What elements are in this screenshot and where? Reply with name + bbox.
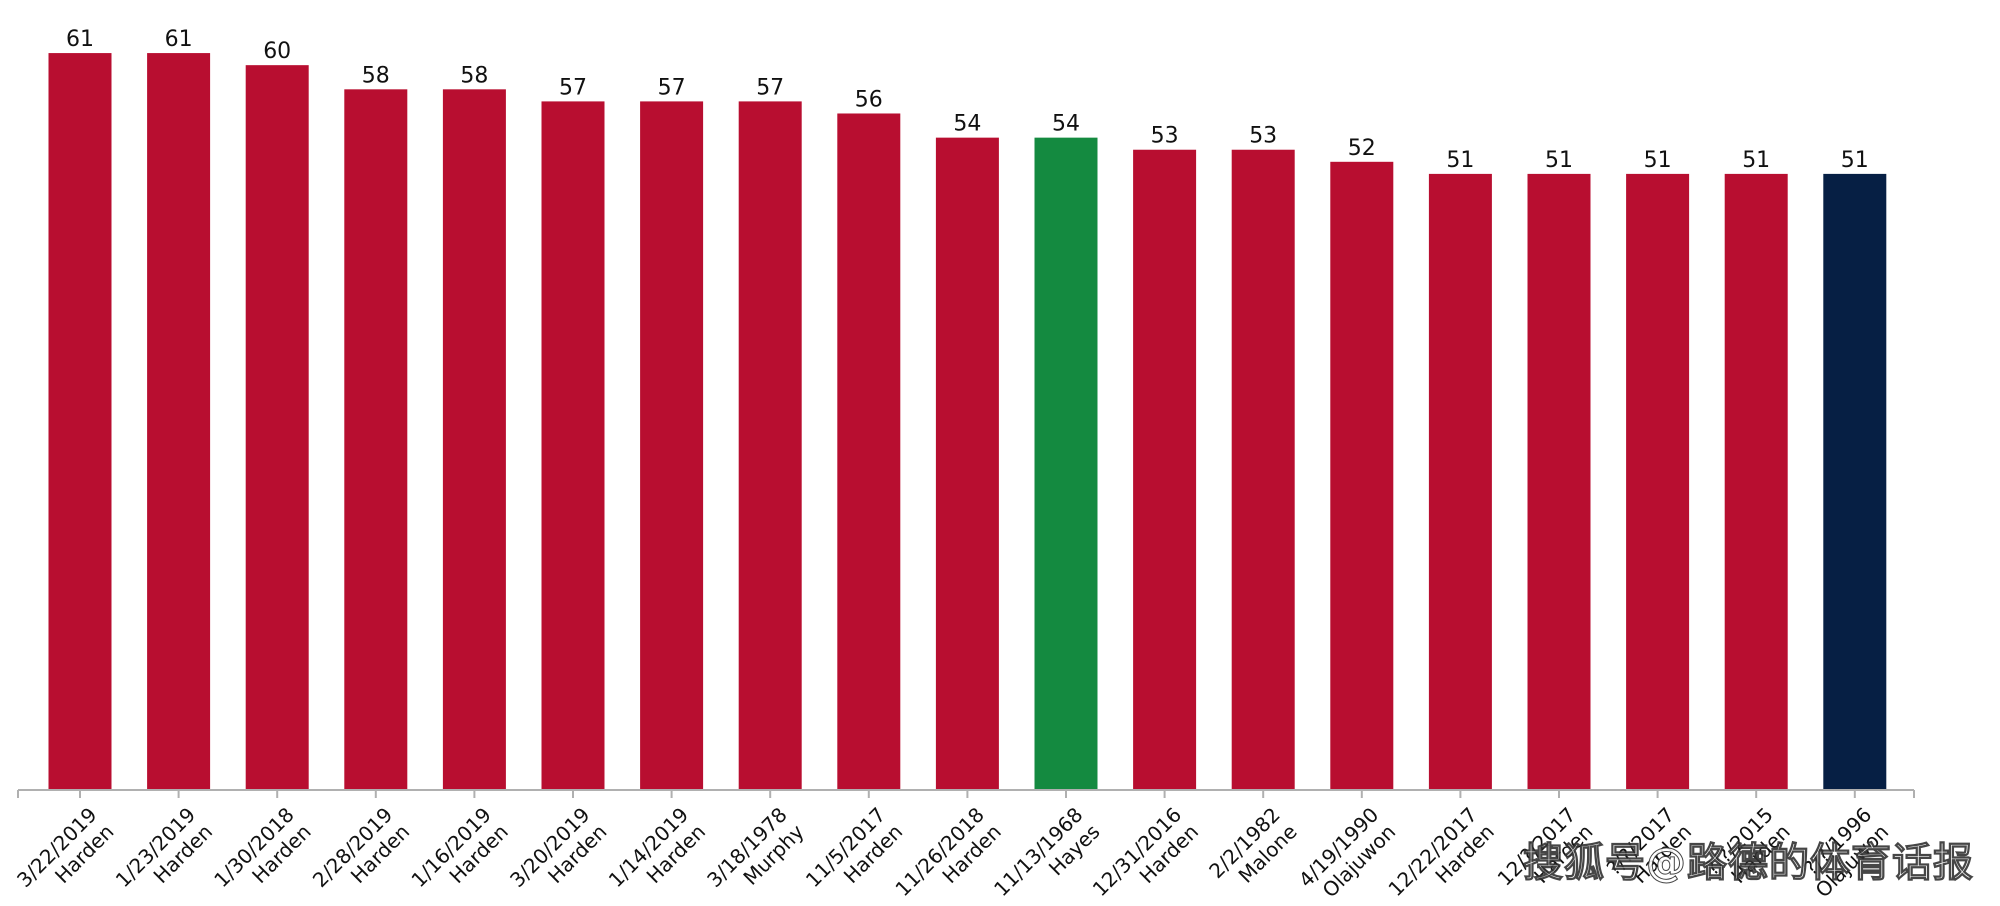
x-tick-label: 11/5/2017Harden [801, 803, 907, 906]
bar-value-label: 57 [756, 75, 784, 100]
bar-value-label: 53 [1249, 124, 1277, 149]
x-tick-label: 11/26/2018Harden [890, 803, 1005, 906]
bar-value-label: 56 [855, 87, 883, 112]
bar-value-label: 58 [362, 63, 390, 88]
bar [147, 53, 211, 791]
bar [1626, 173, 1690, 791]
bar-value-label: 51 [1841, 148, 1869, 173]
bar [48, 53, 112, 791]
bar [1133, 149, 1197, 790]
bar [1034, 137, 1098, 791]
bar-value-label: 53 [1151, 124, 1179, 149]
x-tick-label: 1/16/2019Harden [406, 803, 512, 906]
x-tick-label: 1/23/2019Harden [111, 803, 217, 906]
bar [541, 101, 605, 791]
bar-value-label: 58 [460, 63, 488, 88]
x-tick-label: 3/20/2019Harden [505, 803, 611, 906]
bar [640, 101, 704, 791]
x-tick-label: 4/19/1990Olajuwon [1294, 803, 1400, 906]
bar [442, 89, 506, 791]
bar [344, 89, 408, 791]
x-tick-label: 3/22/2019Harden [12, 803, 118, 906]
x-tick-label: 1/14/2019Harden [604, 803, 710, 906]
bar-value-label: 54 [1052, 112, 1080, 137]
bar-value-label: 61 [165, 27, 193, 52]
bar [837, 113, 901, 790]
bar-value-label: 51 [1545, 148, 1573, 173]
x-tick-label: 2/2/1982Malone [1204, 803, 1301, 900]
bar [1231, 149, 1295, 790]
bar [1527, 173, 1591, 791]
bar-value-label: 61 [66, 27, 94, 52]
bar-value-label: 51 [1644, 148, 1672, 173]
bar-value-label: 51 [1446, 148, 1474, 173]
bar [1823, 173, 1887, 791]
x-tick-label: 1/30/2018Harden [209, 803, 315, 906]
x-tick-label: 12/31/2016Harden [1088, 803, 1203, 906]
bar-value-label: 60 [263, 39, 291, 64]
bar [738, 101, 802, 791]
bar-value-label: 51 [1742, 148, 1770, 173]
value-labels-group: 61 61 60 58 58 57 57 57 56 54 54 53 53 52 51 51 51 51 51 [66, 27, 1869, 173]
bar-value-label: 57 [559, 75, 587, 100]
x-tick-label: 11/13/1968Hayes [989, 803, 1104, 906]
bar [1330, 161, 1394, 790]
bars-group [48, 53, 1887, 791]
bar-value-label: 54 [953, 112, 981, 137]
bar [245, 65, 309, 790]
bar [1428, 173, 1492, 791]
x-tick-label: 3/18/1978Murphy [702, 802, 809, 906]
bar [935, 137, 999, 791]
bar-value-label: 52 [1348, 136, 1376, 161]
x-ticks-group [17, 790, 1915, 798]
bar [1724, 173, 1788, 791]
x-tick-label: 2/28/2019Harden [308, 803, 414, 906]
bar-value-label: 57 [658, 75, 686, 100]
x-tick-label: 12/22/2017Harden [1383, 803, 1498, 906]
watermark-text: 搜狐号@路德的体育话报 [1523, 840, 1974, 887]
